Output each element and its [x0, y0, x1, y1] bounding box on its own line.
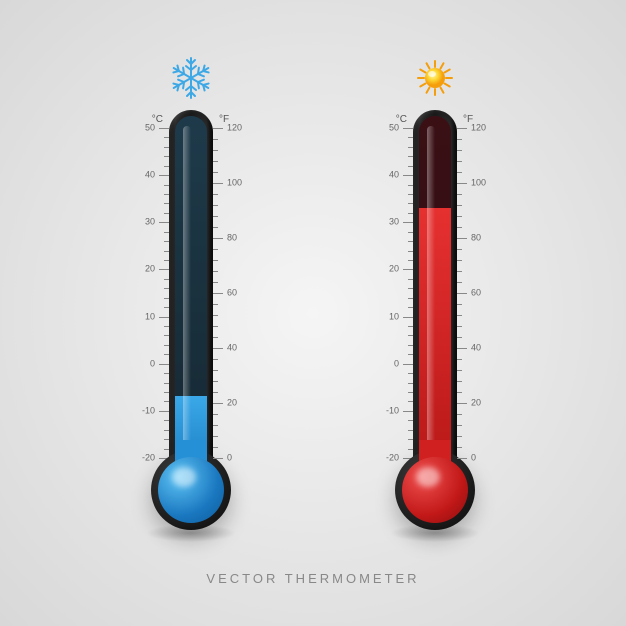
thermometer-cold: °C-20-1001020304050°F020406080100120 [129, 50, 253, 530]
tick-label: -20 [386, 454, 399, 463]
tick-label: 10 [389, 312, 399, 321]
tick-label: 30 [389, 218, 399, 227]
scale-celsius: °C-20-1001020304050 [373, 128, 413, 458]
sun-icon [410, 50, 460, 105]
tick-label: 50 [145, 124, 155, 133]
tick-label: -10 [142, 406, 155, 415]
tick-label: 20 [227, 399, 237, 408]
tick-label: 80 [471, 234, 481, 243]
thermometer-hot: °C-20-1001020304050°F020406080100120 [373, 50, 497, 530]
tick-label: 10 [145, 312, 155, 321]
snowflake-icon [166, 50, 216, 105]
tick-label: 100 [471, 179, 486, 188]
tick-label: 0 [471, 454, 476, 463]
scale-celsius: °C-20-1001020304050 [129, 128, 169, 458]
tick-label: 40 [227, 344, 237, 353]
scale-fahrenheit: °F020406080100120 [457, 128, 497, 458]
tick-label: 120 [471, 124, 486, 133]
tick-label: 40 [471, 344, 481, 353]
caption: VECTOR THERMOMETER [0, 571, 626, 586]
tick-label: 60 [227, 289, 237, 298]
snowflake-icon [166, 53, 216, 103]
tick-label: 50 [389, 124, 399, 133]
tick-label: 120 [227, 124, 242, 133]
tick-label: 20 [389, 265, 399, 274]
tick-label: 0 [227, 454, 232, 463]
tick-label: 30 [145, 218, 155, 227]
tick-label: -10 [386, 406, 399, 415]
tick-label: 20 [471, 399, 481, 408]
tick-label: 100 [227, 179, 242, 188]
tick-label: 20 [145, 265, 155, 274]
tick-label: 40 [389, 171, 399, 180]
tube [419, 116, 451, 470]
thermometer-body [413, 110, 457, 530]
tick-label: -20 [142, 454, 155, 463]
thermometer-container: °C-20-1001020304050°F020406080100120 °C-… [0, 0, 626, 626]
tick-label: 60 [471, 289, 481, 298]
thermometer-body [169, 110, 213, 530]
tick-label: 0 [394, 359, 399, 368]
sun-icon [410, 53, 460, 103]
tube [175, 116, 207, 470]
tick-label: 0 [150, 359, 155, 368]
tick-label: 40 [145, 171, 155, 180]
mercury-fill [419, 208, 451, 470]
scale-fahrenheit: °F020406080100120 [213, 128, 253, 458]
tick-label: 80 [227, 234, 237, 243]
